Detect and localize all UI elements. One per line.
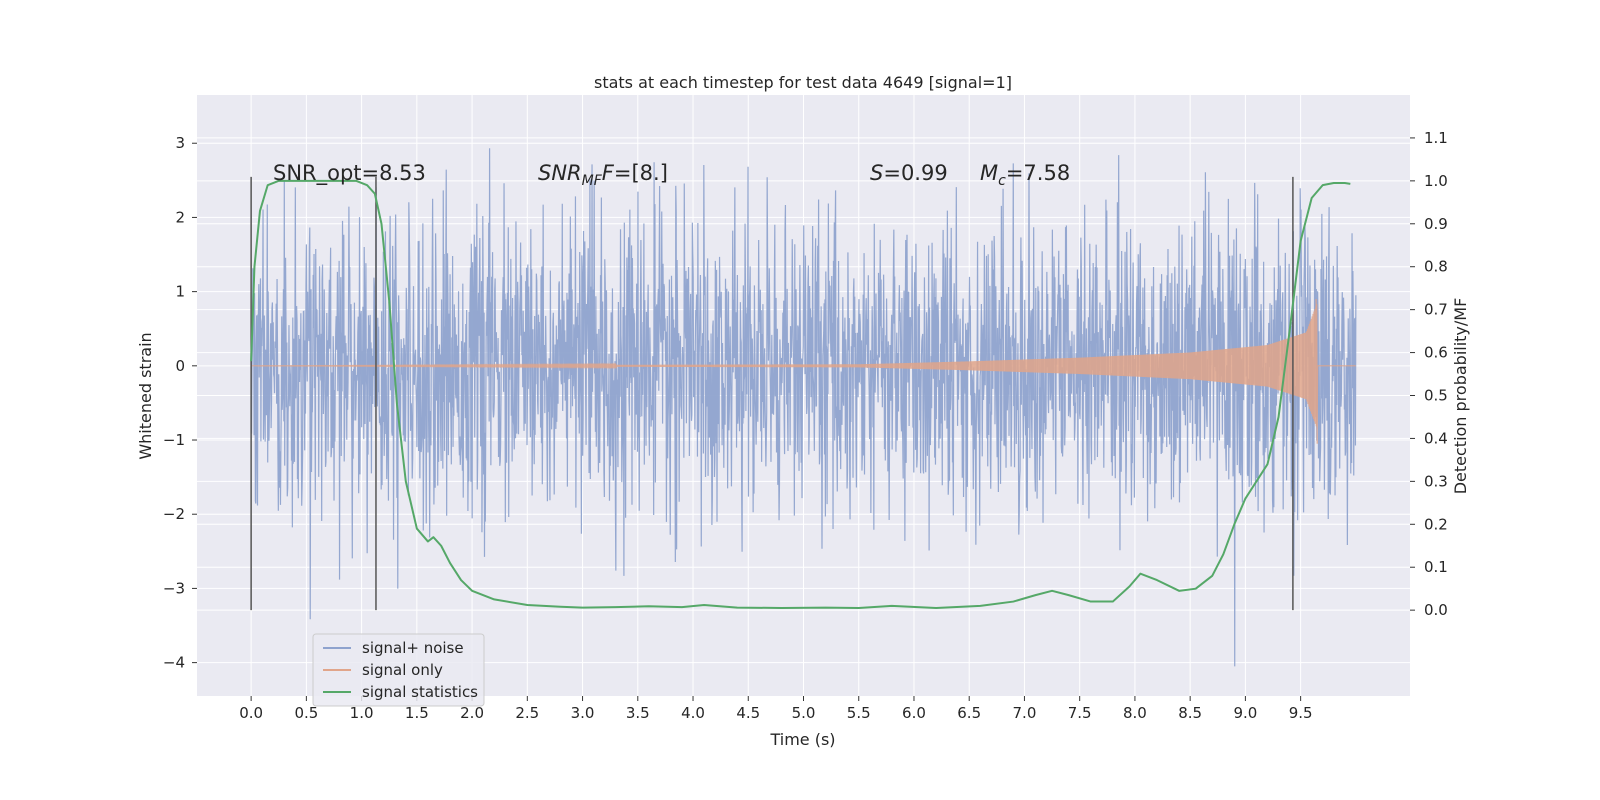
mc-subscript: c xyxy=(998,173,1006,189)
x-tick-label: 9.0 xyxy=(1233,704,1257,722)
x-tick-label: 2.5 xyxy=(515,704,539,722)
mc-symbol: M xyxy=(980,161,998,185)
y-right-tick-label: 0.2 xyxy=(1424,515,1448,533)
legend: signal+ noise signal only signal statist… xyxy=(312,633,485,707)
x-tick-label: 5.5 xyxy=(847,704,871,722)
x-tick-label: 0.0 xyxy=(239,704,263,722)
y-right-tick-label: 0.7 xyxy=(1424,301,1448,319)
x-tick-label: 6.5 xyxy=(957,704,981,722)
signal-only-series xyxy=(251,299,1356,444)
legend-box xyxy=(312,633,485,707)
y-left-tick-label: 1 xyxy=(175,283,185,301)
s-symbol: S xyxy=(870,161,883,185)
y-left-tick-label: −1 xyxy=(163,431,185,449)
snr-mf-symbol: SNR xyxy=(538,161,582,185)
y-right-tick-label: 0.1 xyxy=(1424,558,1448,576)
y-left-tick-label: −4 xyxy=(163,654,185,672)
chart-title: stats at each timestep for test data 464… xyxy=(594,73,1012,92)
signal-only-line xyxy=(251,299,1356,444)
y-right-tick-label: 0.6 xyxy=(1424,344,1448,362)
y-right-tick-label: 1.1 xyxy=(1424,129,1448,147)
x-tick-label: 3.5 xyxy=(626,704,650,722)
snr-mf-value: =[8.] xyxy=(614,161,668,185)
y-right-tick-label: 0.9 xyxy=(1424,215,1448,233)
y-left-axis-ticks: 3 2 1 0 −1 −2 −3 −4 xyxy=(163,134,197,672)
y-left-tick-label: 2 xyxy=(175,208,185,226)
y-right-tick-label: 0.0 xyxy=(1424,601,1448,619)
y-right-tick-label: 0.4 xyxy=(1424,429,1448,447)
y-left-tick-label: −3 xyxy=(163,579,185,597)
x-tick-label: 8.5 xyxy=(1178,704,1202,722)
y-right-tick-label: 0.3 xyxy=(1424,472,1448,490)
x-tick-label: 3.0 xyxy=(571,704,595,722)
x-tick-label: 7.0 xyxy=(1013,704,1037,722)
signal-statistics-line xyxy=(250,179,1351,609)
y-left-tick-label: 3 xyxy=(175,134,185,152)
x-axis-label: Time (s) xyxy=(769,730,835,749)
annotation-snr-opt: SNR_opt=8.53 xyxy=(273,161,426,186)
annotation-s: S=0.99 xyxy=(870,161,948,185)
y-right-tick-label: 1.0 xyxy=(1424,172,1448,190)
s-value: =0.99 xyxy=(883,161,947,185)
y-left-axis-label: Whitened strain xyxy=(136,332,155,459)
vertical-markers xyxy=(250,176,1294,611)
y-left-tick-label: 0 xyxy=(175,357,185,375)
x-tick-label: 9.5 xyxy=(1289,704,1313,722)
signal-plus-noise-series xyxy=(250,148,1357,667)
x-tick-label: 2.0 xyxy=(460,704,484,722)
x-axis-ticks: 0.0 0.5 1.0 1.5 2.0 2.5 3.0 3.5 4.0 4.5 5.0 5.5 6.0 6… xyxy=(239,696,1313,722)
legend-label-stats: signal statistics xyxy=(362,683,478,701)
y-right-axis-label: Detection probability/MF xyxy=(1451,298,1470,495)
x-tick-label: 6.0 xyxy=(902,704,926,722)
x-tick-label: 1.0 xyxy=(350,704,374,722)
annotation-mc: Mc=7.58 xyxy=(980,161,1070,189)
legend-label-noise: signal+ noise xyxy=(362,639,464,657)
x-tick-label: 4.0 xyxy=(681,704,705,722)
mc-value: =7.58 xyxy=(1006,161,1070,185)
y-right-axis-ticks: 1.1 1.0 0.9 0.8 0.7 0.6 0.5 0.4 0.3 0.2 0.1 0.0 xyxy=(1410,129,1448,619)
x-tick-label: 8.0 xyxy=(1123,704,1147,722)
legend-label-signal: signal only xyxy=(362,661,443,679)
snr-mf-f: F xyxy=(602,161,615,185)
y-left-tick-label: −2 xyxy=(163,505,185,523)
y-right-tick-label: 0.8 xyxy=(1424,258,1448,276)
x-tick-label: 5.0 xyxy=(792,704,816,722)
x-tick-label: 1.5 xyxy=(405,704,429,722)
signal-plus-noise-line xyxy=(250,148,1357,667)
x-tick-label: 4.5 xyxy=(736,704,760,722)
y-right-tick-label: 0.5 xyxy=(1424,387,1448,405)
x-tick-label: 7.5 xyxy=(1068,704,1092,722)
annotation-snr-mf: SNRMFF=[8.] xyxy=(538,161,668,189)
snr-mf-subscript: MF xyxy=(582,173,603,189)
signal-statistics-series xyxy=(250,179,1351,609)
x-tick-label: 0.5 xyxy=(294,704,318,722)
